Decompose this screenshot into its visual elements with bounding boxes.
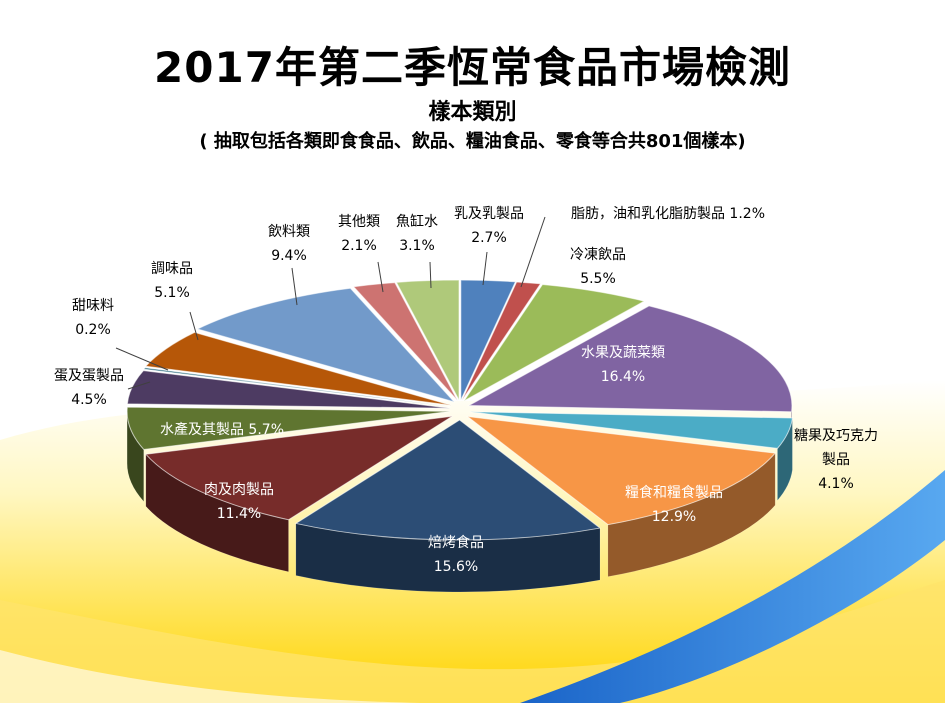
pie-slice-13: [352, 282, 458, 401]
pie-sides: [126, 405, 793, 593]
slice-value-11: 5.1%: [154, 285, 190, 301]
slice-value-4: 4.1%: [818, 476, 854, 492]
pie-slice-12: [196, 287, 456, 403]
pie-slice-1: [461, 281, 542, 401]
pie-labels: 乳及乳製品 2.7% 脂肪，油和乳化脂肪製品 1.2% 冷凍飲品 5.5% 水果及蔬菜類 1…: [54, 206, 878, 575]
slice-value-0: 2.7%: [471, 230, 507, 246]
slice-label-10: 甜味料: [72, 298, 114, 314]
slice-label-11: 調味品: [151, 261, 193, 277]
leader-line-11: [189, 311, 199, 341]
slice-label-7: 肉及肉製品: [204, 482, 274, 498]
pie-slice-2: [463, 283, 646, 402]
pie-slice-3: [467, 305, 793, 413]
pie-slice-0: [460, 279, 517, 401]
slice-label-8: 水產及其製品 5.7%: [160, 421, 284, 438]
slice-label-0: 乳及乳製品: [454, 206, 524, 222]
leader-line-0: [482, 251, 488, 286]
chart-subtitle: 樣本類別: [428, 100, 517, 125]
pie-slice-10: [142, 367, 451, 408]
page-title: 2017年第二季恆常食品市場檢測: [154, 43, 791, 92]
slice-label-6: 焙烤食品: [428, 534, 484, 551]
leader-line-1: [520, 216, 546, 288]
pie-slice-6: [294, 419, 602, 541]
slice-label-5: 糧食和糧食製品: [625, 484, 723, 501]
pie-slice-5: [465, 415, 777, 526]
slice-label-1: 脂肪，油和乳化脂肪製品 1.2%: [571, 206, 765, 222]
slice-value-14: 3.1%: [399, 238, 435, 254]
pie-slice-9: [126, 370, 451, 409]
slice-label-12: 飲料類: [268, 224, 310, 240]
slice-value-9: 4.5%: [71, 392, 107, 408]
slice-value-10: 0.2%: [75, 322, 111, 338]
pie-slice-14: [395, 279, 460, 401]
slice-value-3: 16.4%: [601, 369, 645, 385]
pie-tops: [126, 279, 793, 541]
chart-note: ( 抽取包括各類即食食品、飲品、糧油食品、零食等合共801個樣本): [199, 131, 746, 152]
slice-label-4: 製品: [822, 452, 850, 468]
pie-slice-7: [144, 415, 453, 521]
slice-value-12: 9.4%: [271, 248, 307, 264]
slice-label-3: 水果及蔬菜類: [581, 345, 665, 361]
leader-line-9: [127, 381, 151, 390]
slice-label-14: 魚缸水: [396, 213, 438, 230]
leader-line-13: [377, 261, 384, 293]
pie-slice-11: [144, 331, 452, 406]
slice-label-9: 蛋及蛋製品: [54, 368, 124, 384]
slice-value-2: 5.5%: [580, 271, 616, 287]
pie-slice-4: [469, 411, 793, 449]
leader-line-10: [115, 347, 169, 371]
slice-value-6: 15.6%: [434, 559, 478, 575]
slice-value-5: 12.9%: [652, 509, 696, 525]
leader-line-12: [291, 267, 298, 306]
slice-label-4: 糖果及巧克力: [794, 428, 878, 444]
slice-label-2: 冷凍飲品: [570, 247, 626, 263]
pie-slice-8: [126, 406, 451, 450]
slice-label-13: 其他類: [338, 214, 380, 230]
leader-line-14: [429, 261, 432, 289]
slice-value-7: 11.4%: [217, 506, 261, 522]
slice-value-13: 2.1%: [341, 238, 377, 254]
